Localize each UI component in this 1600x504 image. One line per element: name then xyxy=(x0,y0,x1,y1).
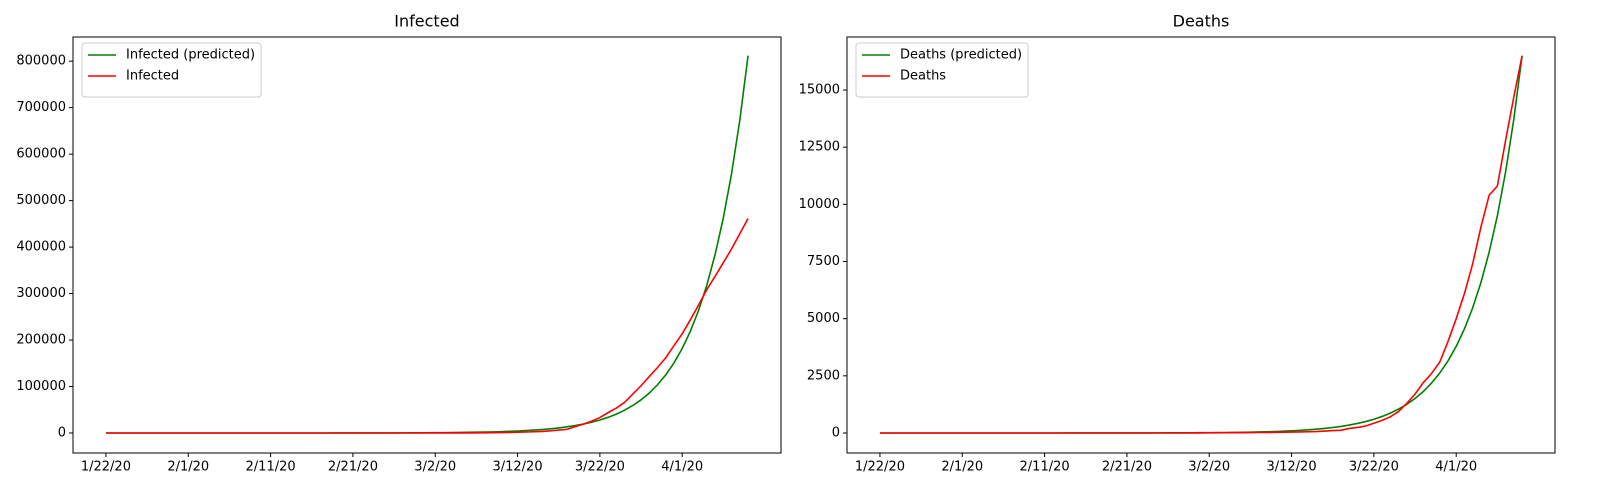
y-tick-label: 300000 xyxy=(16,286,66,301)
x-tick-label: 1/22/20 xyxy=(81,460,131,475)
y-tick-label: 700000 xyxy=(16,100,66,115)
x-tick-label: 3/12/20 xyxy=(492,460,542,475)
plot-frame xyxy=(846,36,1556,454)
x-tick-label: 2/1/20 xyxy=(167,460,209,475)
x-tick-label: 4/1/20 xyxy=(661,460,703,475)
y-tick-label: 2500 xyxy=(807,368,840,383)
legend-label: Infected (predicted) xyxy=(126,48,255,63)
y-tick-label: 800000 xyxy=(16,54,66,69)
x-tick-label: 3/22/20 xyxy=(575,460,625,475)
x-tick-label: 3/2/20 xyxy=(414,460,456,475)
y-tick-label: 10000 xyxy=(799,197,840,212)
x-tick-label: 2/11/20 xyxy=(246,460,296,475)
x-tick-label: 1/22/20 xyxy=(855,460,905,475)
legend: Infected (predicted) Infected xyxy=(81,42,262,98)
chart-title: Deaths xyxy=(1173,12,1230,31)
x-tick-label: 2/1/20 xyxy=(941,460,983,475)
x-tick-label: 2/21/20 xyxy=(1102,460,1152,475)
series-line xyxy=(879,55,1523,434)
legend: Deaths (predicted) Deaths xyxy=(855,42,1029,98)
y-tick-label: 100000 xyxy=(16,379,66,394)
plot-frame xyxy=(72,36,782,454)
x-tick-label: 3/2/20 xyxy=(1188,460,1230,475)
x-tick-label: 4/1/20 xyxy=(1435,460,1477,475)
x-tick-label: 3/22/20 xyxy=(1349,460,1399,475)
legend-label: Deaths xyxy=(900,69,946,84)
x-tick-label: 3/12/20 xyxy=(1266,460,1316,475)
legend-box xyxy=(81,42,262,98)
legend-label: Infected xyxy=(126,69,179,84)
y-tick-label: 600000 xyxy=(16,147,66,162)
x-tick-label: 2/21/20 xyxy=(328,460,378,475)
legend-label: Deaths (predicted) xyxy=(900,48,1022,63)
y-tick-label: 0 xyxy=(58,426,66,441)
y-tick-label: 400000 xyxy=(16,240,66,255)
legend-box xyxy=(855,42,1029,98)
y-tick-label: 5000 xyxy=(807,311,840,326)
y-tick-label: 0 xyxy=(832,425,840,440)
chart-title: Infected xyxy=(394,12,459,31)
x-tick-label: 2/11/20 xyxy=(1020,460,1070,475)
series-line xyxy=(105,55,749,434)
series-line xyxy=(105,218,749,434)
y-tick-label: 200000 xyxy=(16,333,66,348)
y-tick-label: 15000 xyxy=(799,83,840,98)
y-tick-label: 12500 xyxy=(799,140,840,155)
series-line xyxy=(879,55,1523,434)
y-tick-label: 500000 xyxy=(16,193,66,208)
y-tick-label: 7500 xyxy=(807,254,840,269)
